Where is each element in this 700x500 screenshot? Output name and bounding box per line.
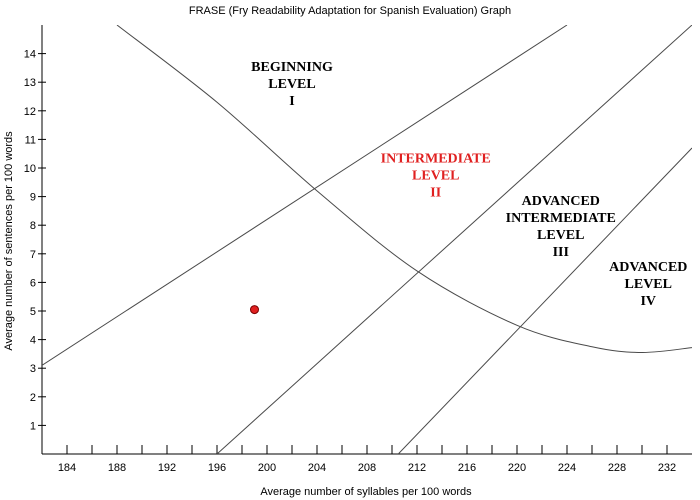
y-tick-label: 13 (24, 77, 36, 89)
region-label-line: ADVANCED (522, 194, 600, 209)
region-label-line: INTERMEDIATE (381, 151, 491, 166)
x-tick-label: 196 (208, 462, 226, 474)
y-tick-label: 8 (30, 220, 36, 232)
data-point (250, 305, 259, 315)
y-tick-label: 1 (30, 420, 36, 432)
y-tick-label: 7 (30, 249, 36, 261)
x-tick-label: 200 (258, 462, 276, 474)
region-label-line: IV (640, 294, 656, 309)
y-tick-label: 12 (24, 106, 36, 118)
boundary-line-4 (116, 25, 692, 353)
x-tick-label: 208 (358, 462, 376, 474)
x-tick-label: 220 (508, 462, 526, 474)
y-tick-label: 14 (24, 49, 36, 61)
y-tick-label: 11 (25, 134, 36, 146)
boundary-line-2 (216, 25, 692, 454)
y-tick-label: 10 (24, 163, 36, 175)
region-label-2: INTERMEDIATE LEVEL II (381, 151, 491, 200)
x-tick-label: 204 (308, 462, 326, 474)
x-tick-label: 212 (408, 462, 426, 474)
y-axis-label: Average number of sentences per 100 word… (3, 131, 15, 351)
region-label-line: LEVEL (537, 228, 584, 243)
chart-title: FRASE (Fry Readability Adaptation for Sp… (189, 5, 511, 17)
region-label-line: LEVEL (268, 77, 315, 92)
boundary-line-1 (42, 25, 568, 366)
x-tick-label: 228 (608, 462, 626, 474)
region-label-3: ADVANCED INTERMEDIATE LEVEL III (506, 194, 616, 260)
region-label-line: ADVANCED (609, 260, 687, 275)
region-label-line: BEGINNING (251, 60, 333, 75)
boundary-line-3 (397, 147, 692, 454)
y-tick-label: 6 (30, 277, 36, 289)
x-tick-label: 232 (658, 462, 676, 474)
x-tick-label: 224 (558, 462, 576, 474)
region-label-line: LEVEL (412, 168, 459, 183)
y-tick-label: 4 (30, 335, 36, 347)
region-label-1: BEGINNING LEVEL I (251, 60, 333, 109)
y-tick-label: 5 (30, 306, 36, 318)
region-label-line: I (289, 94, 294, 109)
region-label-line: III (553, 245, 569, 260)
y-tick-label: 3 (30, 363, 36, 375)
y-tick-label: 2 (30, 392, 36, 404)
x-axis-label: Average number of syllables per 100 word… (260, 486, 472, 498)
region-label-line: INTERMEDIATE (506, 211, 616, 226)
y-tick-label: 9 (30, 192, 36, 204)
plot-area: 184 188 192 196 200 204 208 212 216 220 224 228 2321… (24, 25, 692, 474)
x-tick-label: 216 (458, 462, 476, 474)
region-label-4: ADVANCED LEVEL IV (609, 260, 687, 309)
x-tick-label: 192 (158, 462, 176, 474)
region-label-line: II (430, 185, 441, 200)
x-tick-label: 188 (108, 462, 126, 474)
x-tick-label: 184 (58, 462, 76, 474)
region-label-line: LEVEL (625, 277, 672, 292)
